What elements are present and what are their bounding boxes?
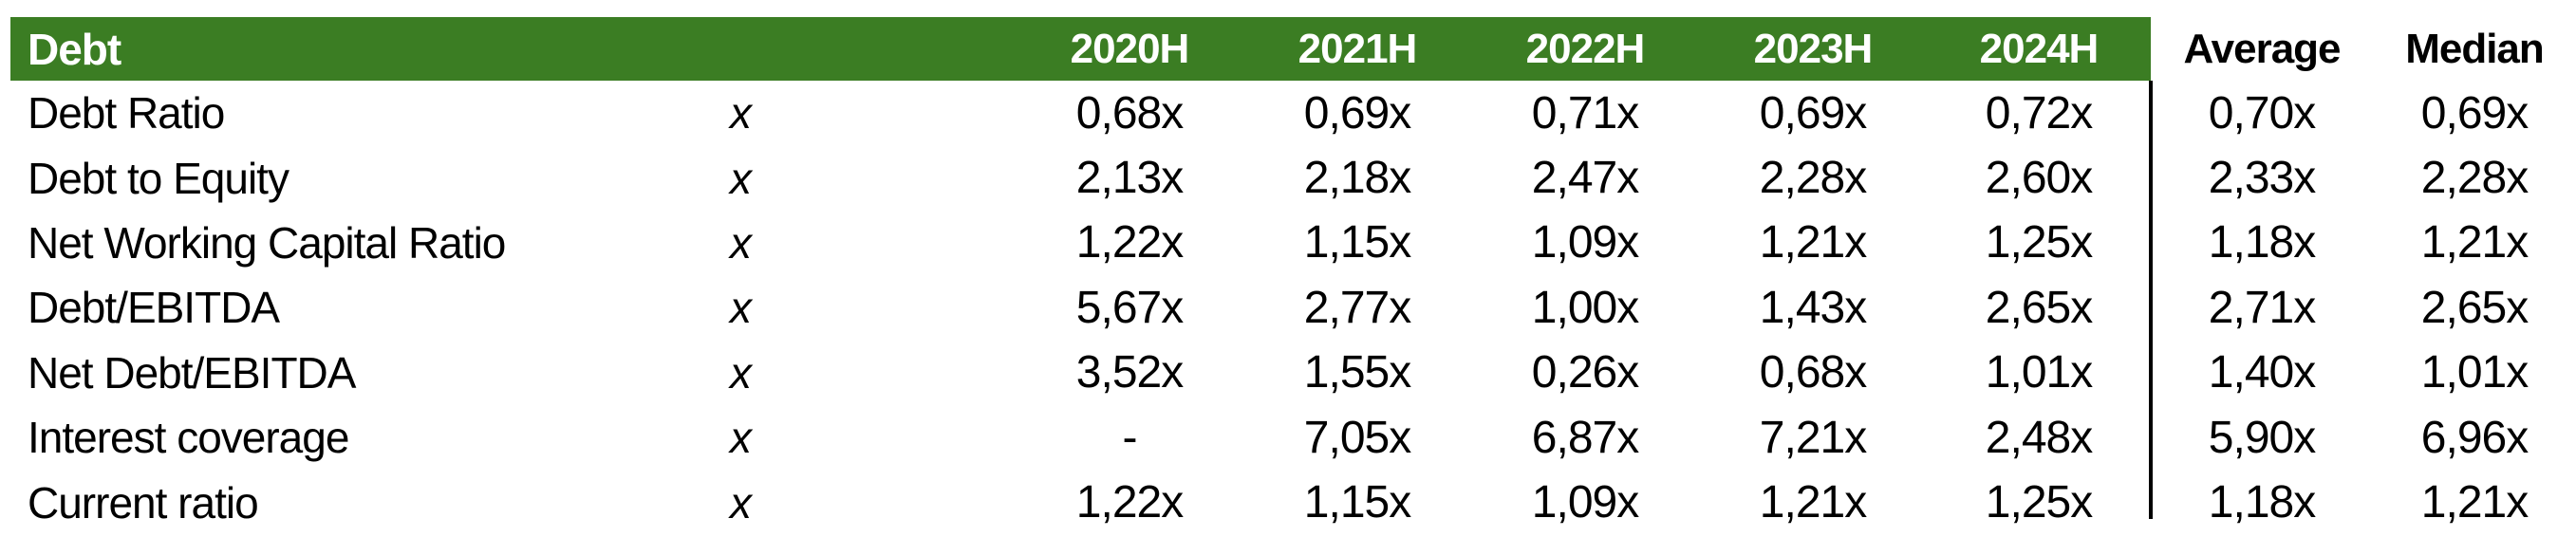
row-label: Net Working Capital Ratio <box>28 217 506 268</box>
value-cell: 2,28x <box>1759 153 1867 204</box>
year-header-2023: 2023H <box>1699 17 1927 81</box>
value-cell: 1,09x <box>1531 217 1639 268</box>
column-divider-line <box>2149 81 2153 519</box>
value-cell: 2,47x <box>1531 153 1639 204</box>
value-cell: 0,69x <box>1759 87 1867 139</box>
value-cell: 0,26x <box>1531 347 1639 398</box>
value-cell: 6,87x <box>1531 412 1639 463</box>
value-cell: 1,00x <box>1531 282 1639 333</box>
average-cell: 5,90x <box>2208 412 2316 463</box>
unit-cell: x <box>730 88 752 139</box>
year-header-2020: 2020H <box>1016 17 1243 81</box>
unit-cell: x <box>730 153 752 203</box>
gap-spacer <box>788 341 1016 405</box>
stat-header-median: Median <box>2373 17 2576 81</box>
year-header-2022: 2022H <box>1471 17 1699 81</box>
table-title: Debt <box>10 17 693 81</box>
unit-cell: x <box>730 347 752 398</box>
stat-header-average: Average <box>2151 17 2373 81</box>
row-label: Interest coverage <box>28 413 349 463</box>
gap-spacer <box>788 275 1016 340</box>
value-cell: 0,71x <box>1531 87 1639 139</box>
value-cell: 1,22x <box>1075 217 1184 268</box>
median-cell: 0,69x <box>2420 87 2529 139</box>
value-cell: 1,15x <box>1303 217 1411 268</box>
value-cell: 1,25x <box>1985 477 2093 528</box>
value-cell: 2,13x <box>1075 153 1184 204</box>
average-cell: 2,33x <box>2208 153 2316 204</box>
header-gap-spacer <box>788 17 1016 81</box>
gap-spacer <box>788 470 1016 534</box>
value-cell: 1,21x <box>1759 477 1867 528</box>
value-cell: 0,68x <box>1075 87 1184 139</box>
value-cell: 7,05x <box>1303 412 1411 463</box>
value-cell: 1,43x <box>1759 282 1867 333</box>
average-cell: 2,71x <box>2208 282 2316 333</box>
value-cell: 0,68x <box>1759 347 1867 398</box>
average-cell: 0,70x <box>2208 87 2316 139</box>
year-header-2024: 2024H <box>1927 17 2151 81</box>
value-cell: 2,65x <box>1985 282 2093 333</box>
header-unit-spacer <box>693 17 788 81</box>
unit-cell: x <box>730 477 752 528</box>
median-cell: 1,21x <box>2420 217 2529 268</box>
value-cell: 2,60x <box>1985 153 2093 204</box>
gap-spacer <box>788 211 1016 275</box>
value-cell: 0,72x <box>1985 87 2093 139</box>
value-cell: 7,21x <box>1759 412 1867 463</box>
median-cell: 6,96x <box>2420 412 2529 463</box>
value-cell: 1,22x <box>1075 477 1184 528</box>
value-cell: 1,15x <box>1303 477 1411 528</box>
value-cell: 1,55x <box>1303 347 1411 398</box>
value-cell: 2,18x <box>1303 153 1411 204</box>
unit-cell: x <box>730 283 752 333</box>
median-cell: 2,65x <box>2420 282 2529 333</box>
median-cell: 2,28x <box>2420 153 2529 204</box>
median-cell: 1,01x <box>2420 347 2529 398</box>
value-cell: 3,52x <box>1075 347 1184 398</box>
value-cell: 1,21x <box>1759 217 1867 268</box>
value-cell: 5,67x <box>1075 282 1184 333</box>
row-label: Net Debt/EBITDA <box>28 347 356 398</box>
value-cell: 1,25x <box>1985 217 2093 268</box>
value-cell: 1,01x <box>1985 347 2093 398</box>
median-cell: 1,21x <box>2420 477 2529 528</box>
unit-cell: x <box>730 217 752 268</box>
gap-spacer <box>788 405 1016 470</box>
table-grid: Debt 2020H 2021H 2022H 2023H 2024H Avera… <box>10 17 2576 535</box>
gap-spacer <box>788 145 1016 210</box>
average-cell: 1,18x <box>2208 217 2316 268</box>
row-label: Current ratio <box>28 477 259 528</box>
year-header-2021: 2021H <box>1243 17 1471 81</box>
row-label: Debt/EBITDA <box>28 283 280 333</box>
average-cell: 1,18x <box>2208 477 2316 528</box>
value-cell: 2,48x <box>1985 412 2093 463</box>
unit-cell: x <box>730 413 752 463</box>
value-cell: 0,69x <box>1303 87 1411 139</box>
value-cell: 2,77x <box>1303 282 1411 333</box>
value-cell: 1,09x <box>1531 477 1639 528</box>
average-cell: 1,40x <box>2208 347 2316 398</box>
gap-spacer <box>788 81 1016 145</box>
row-label: Debt Ratio <box>28 88 225 139</box>
row-label: Debt to Equity <box>28 153 289 203</box>
value-cell: - <box>1122 412 1138 463</box>
